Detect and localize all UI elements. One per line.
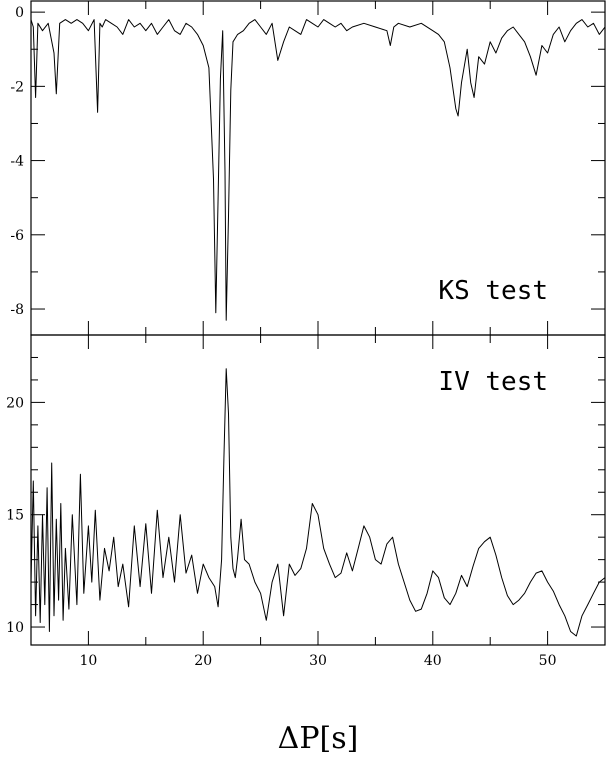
iv-y-tick-label: 10	[6, 620, 24, 636]
iv-y-tick-label: 15	[6, 508, 24, 524]
x-tick-label: 20	[194, 653, 212, 669]
x-axis-title: ΔP[s]	[278, 721, 359, 756]
x-tick-label: 30	[309, 653, 327, 669]
ks-y-tick-label: -8	[10, 302, 24, 318]
iv-panel-label: IV test	[438, 367, 548, 397]
ks-test-panel: 0 -2 -4 -6 -8 KS test	[10, 0, 606, 336]
iv-y-tick-label: 20	[6, 395, 24, 411]
ks-series-line	[31, 19, 605, 321]
ks-panel-label: KS test	[438, 276, 548, 306]
iv-test-panel: 10 15 20 10 20 30 40 50 IV test	[6, 334, 606, 669]
ks-y-tick-label: -6	[10, 228, 24, 244]
x-tick-label: 40	[424, 653, 442, 669]
ks-y-tick-label: 0	[15, 5, 24, 21]
x-tick-label: 10	[79, 653, 97, 669]
ks-y-tick-label: -2	[10, 79, 24, 95]
iv-series-line	[31, 368, 605, 637]
x-tick-label: 50	[539, 653, 557, 669]
ks-y-tick-label: -4	[10, 154, 24, 170]
